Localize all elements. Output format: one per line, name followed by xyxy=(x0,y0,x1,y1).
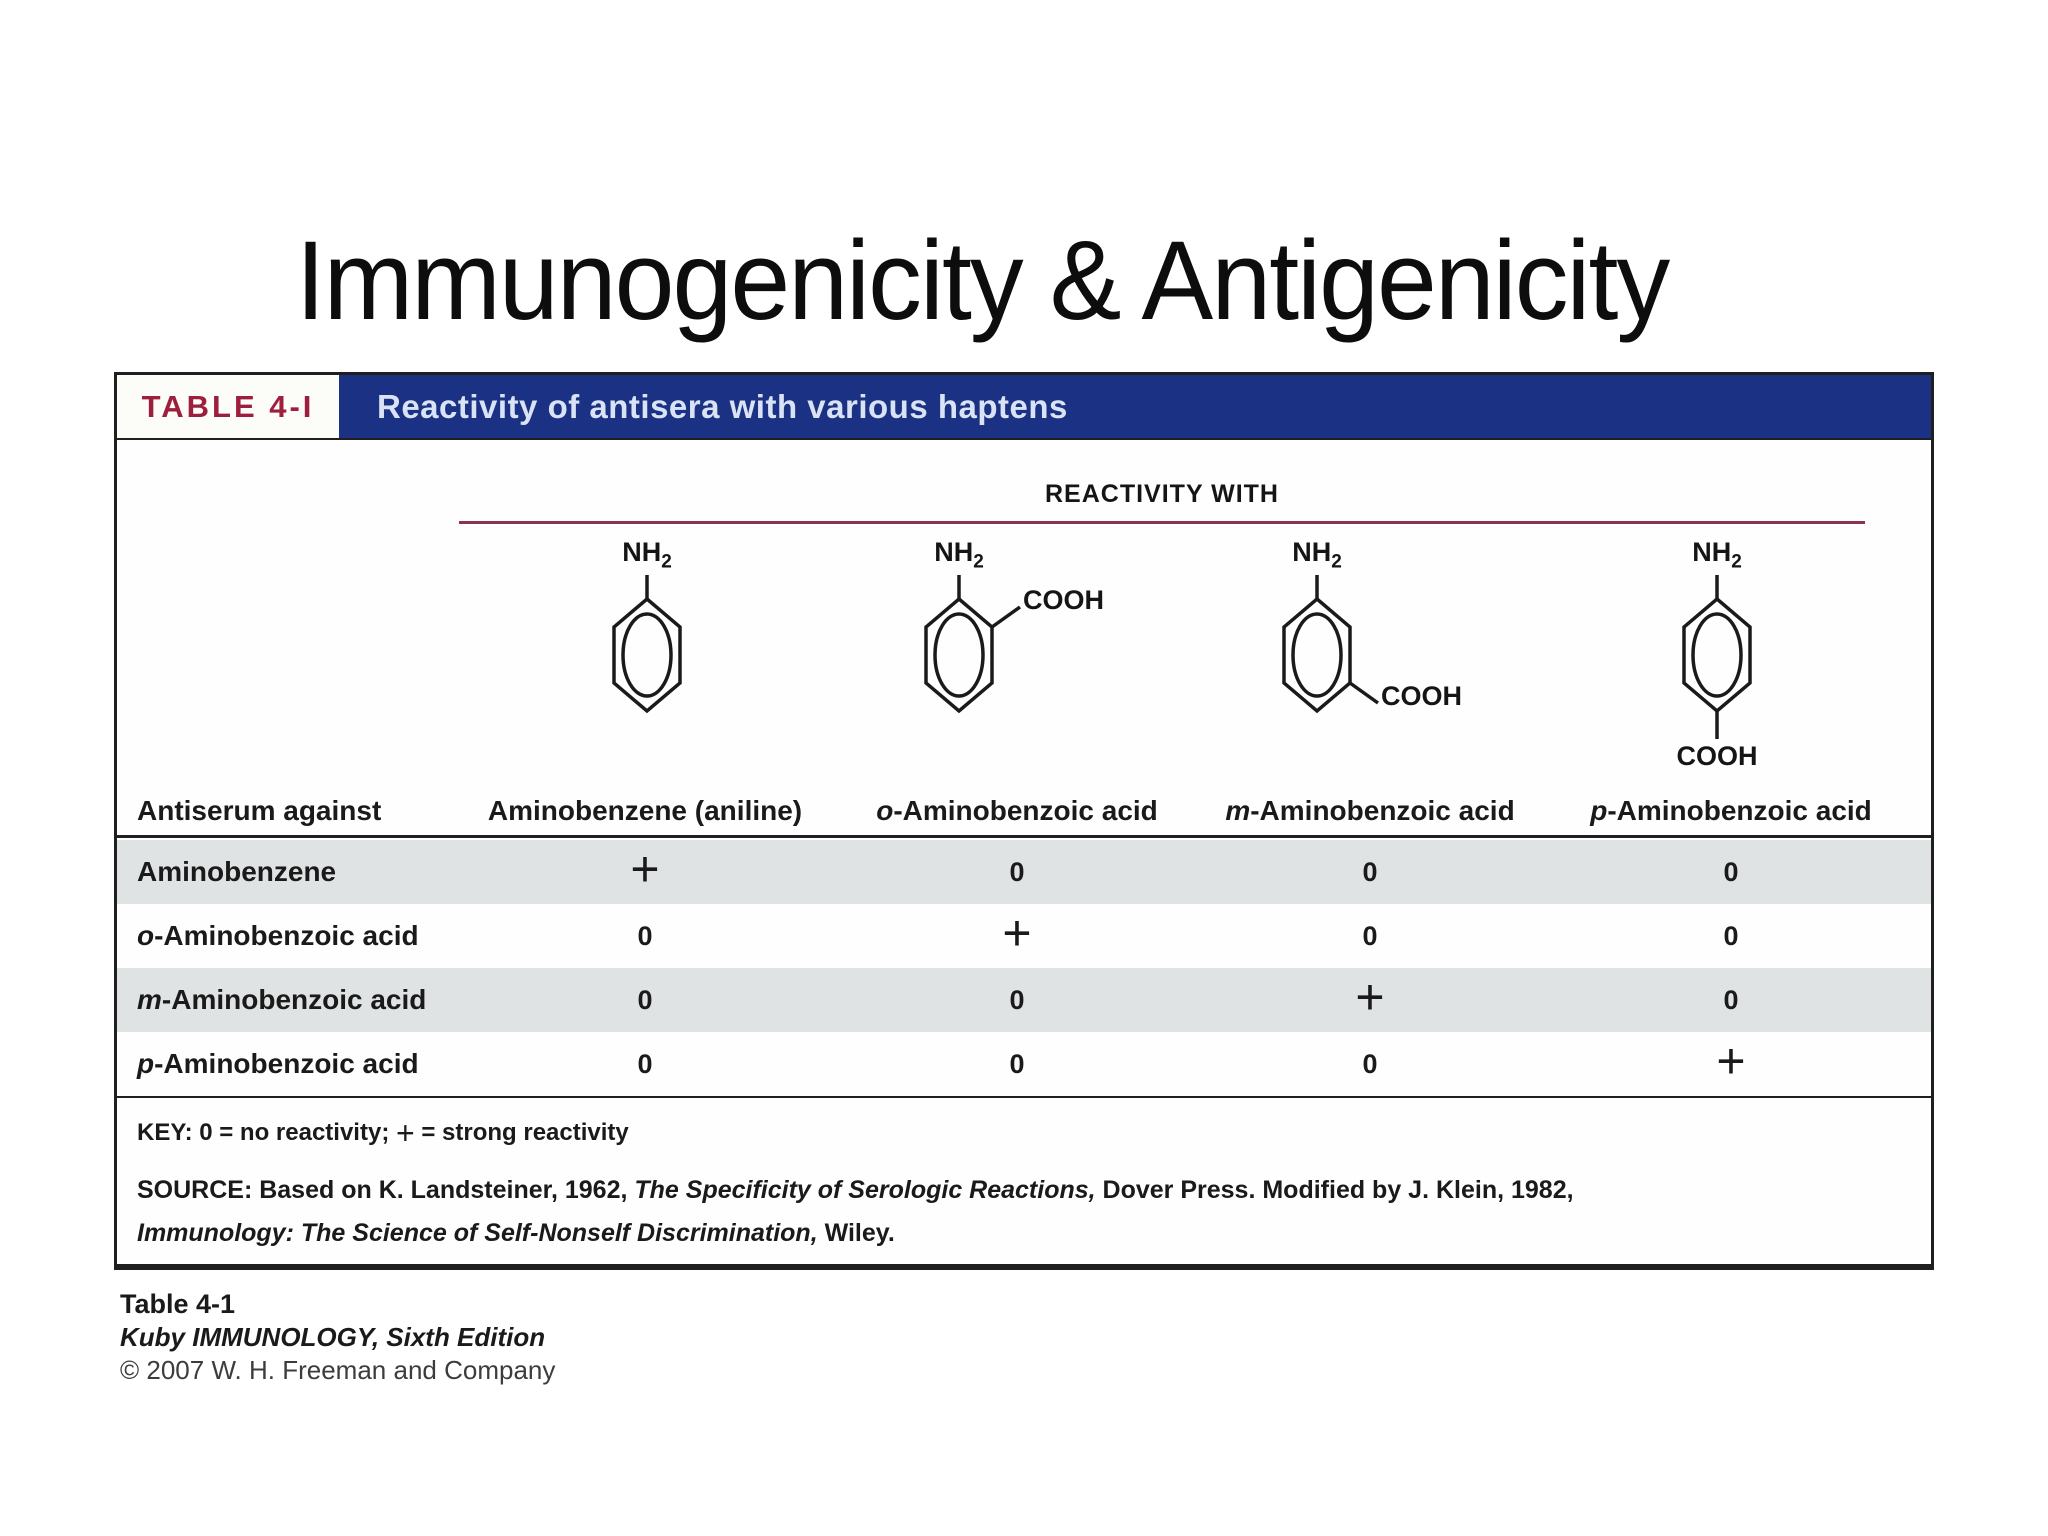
benzene-ring-drawing xyxy=(1282,575,1380,714)
structure-o-aminobenzoic-acid: NH2 COOH xyxy=(839,535,1104,793)
antiserum-label: m-Aminobenzoic acid xyxy=(137,968,426,1032)
nh-text: NH xyxy=(1692,537,1732,567)
reactivity-value: 0 xyxy=(1362,857,1378,887)
antiserum-prefix: o xyxy=(137,920,155,951)
antiserum-prefix: m xyxy=(137,984,162,1015)
figure-caption: Table 4-1 Kuby IMMUNOLOGY, Sixth Edition… xyxy=(120,1288,555,1387)
column-header-text: -Aminobenzoic acid xyxy=(1250,795,1515,826)
table-source-line-2: Immunology: The Science of Self-Nonself … xyxy=(137,1219,895,1248)
table-4-1: TABLE 4-I Reactivity of antisera with va… xyxy=(114,372,1934,1270)
reactivity-value: + xyxy=(1716,1033,1746,1089)
nh-text: NH xyxy=(934,537,974,567)
cooh-label: COOH xyxy=(1676,741,1758,771)
antiserum-prefix: p xyxy=(137,1048,155,1079)
column-header-text: -Aminobenzoic acid xyxy=(893,795,1158,826)
hapten-structures-row: NH2 NH2 COOH NH2 xyxy=(117,535,1931,793)
nh-text: NH xyxy=(1292,537,1332,567)
nh-subscript: 2 xyxy=(973,551,984,573)
source-book-title: Immunology: The Science of Self-Nonself … xyxy=(137,1219,818,1247)
benzene-ring-drawing xyxy=(924,575,1022,714)
reactivity-value: 0 xyxy=(1362,921,1378,951)
cooh-label: COOH xyxy=(1023,585,1104,615)
source-book-title: The Specificity of Serologic Reactions, xyxy=(634,1176,1096,1204)
column-header-prefix: m xyxy=(1225,795,1251,826)
column-header-row: Antiserum against Aminobenzene (aniline)… xyxy=(117,787,1931,835)
nh-subscript: 2 xyxy=(661,551,672,573)
reactivity-value: 0 xyxy=(1009,857,1025,887)
source-text: SOURCE: Based on K. Landsteiner, 1962, xyxy=(137,1176,635,1204)
column-header-prefix: o xyxy=(876,795,894,826)
reactivity-value: 0 xyxy=(637,921,653,951)
row-header-label: Antiserum against xyxy=(137,795,382,826)
antiserum-text: -Aminobenzoic acid xyxy=(154,920,419,951)
nh2-label: NH2 xyxy=(1597,537,1837,573)
caption-copyright: © 2007 W. H. Freeman and Company xyxy=(120,1355,556,1385)
table-header-bar: TABLE 4-I Reactivity of antisera with va… xyxy=(117,375,1931,440)
nh-text: NH xyxy=(622,537,662,567)
column-header-prefix: p xyxy=(1590,795,1608,826)
reactivity-value: + xyxy=(630,841,660,897)
caption-book-title: Kuby IMMUNOLOGY, Sixth Edition xyxy=(120,1322,546,1352)
column-header-m-aminobenzoic: m-Aminobenzoic acid xyxy=(1160,787,1580,835)
nh-subscript: 2 xyxy=(1731,551,1742,573)
cooh-label: COOH xyxy=(1381,681,1462,711)
key-text: = strong reactivity xyxy=(414,1119,629,1146)
table-row: m-Aminobenzoic acid 0 0 + 0 xyxy=(117,968,1931,1032)
column-header-p-aminobenzoic: p-Aminobenzoic acid xyxy=(1521,787,1941,835)
reactivity-value: 0 xyxy=(1723,921,1739,951)
table-row: Aminobenzene + 0 0 0 xyxy=(117,840,1931,904)
column-header-o-aminobenzoic: o-Aminobenzoic acid xyxy=(807,787,1227,835)
table-header-title: Reactivity of antisera with various hapt… xyxy=(377,388,1068,425)
source-text: Wiley. xyxy=(817,1219,895,1247)
benzene-ring-drawing xyxy=(612,575,682,714)
table-tag-label: TABLE 4-I xyxy=(141,388,315,424)
slide-title: Immunogenicity & Antigenicity xyxy=(295,218,1671,344)
source-text: Dover Press. Modified by J. Klein, 1982, xyxy=(1095,1176,1574,1204)
column-header-text: Aminobenzene (aniline) xyxy=(487,795,803,826)
reactivity-with-label: REACTIVITY WITH xyxy=(1045,480,1279,508)
table-source-line-1: SOURCE: Based on K. Landsteiner, 1962, T… xyxy=(137,1176,1574,1205)
antiserum-text: -Aminobenzoic acid xyxy=(154,1048,419,1079)
nh-subscript: 2 xyxy=(1331,551,1342,573)
reactivity-value: 0 xyxy=(637,1049,653,1079)
antiserum-label: p-Aminobenzoic acid xyxy=(137,1032,419,1096)
caption-table-number: Table 4-1 xyxy=(120,1289,236,1319)
column-header-text: -Aminobenzoic acid xyxy=(1607,795,1872,826)
structure-aminobenzene: NH2 xyxy=(527,535,767,793)
rows-bottom-line xyxy=(117,1096,1931,1098)
reactivity-value: 0 xyxy=(1009,985,1025,1015)
nh2-label: NH2 xyxy=(527,537,767,573)
antiserum-text: Aminobenzene xyxy=(137,856,337,887)
structure-m-aminobenzoic-acid: NH2 COOH xyxy=(1197,535,1462,793)
table-row: o-Aminobenzoic acid 0 + 0 0 xyxy=(117,904,1931,968)
reactivity-underline xyxy=(459,521,1865,524)
column-header-aminobenzene: Aminobenzene (aniline) xyxy=(435,787,855,835)
reactivity-value: 0 xyxy=(637,985,653,1015)
antiserum-label: Aminobenzene xyxy=(137,840,336,904)
antiserum-label: o-Aminobenzoic acid xyxy=(137,904,419,968)
header-divider-line xyxy=(117,835,1931,838)
table-tag-box: TABLE 4-I xyxy=(117,375,339,438)
table-row: p-Aminobenzoic acid 0 0 0 + xyxy=(117,1032,1931,1096)
reactivity-value: 0 xyxy=(1723,857,1739,887)
key-text: KEY: 0 = no reactivity; xyxy=(137,1119,396,1146)
structure-p-aminobenzoic-acid: NH2 COOH xyxy=(1597,535,1837,793)
reactivity-value: + xyxy=(1355,969,1385,1025)
key-plus-symbol: + xyxy=(395,1115,415,1151)
nh2-label: NH2 xyxy=(1197,537,1437,573)
nh2-label: NH2 xyxy=(839,537,1079,573)
reactivity-value: 0 xyxy=(1723,985,1739,1015)
antiserum-text: -Aminobenzoic acid xyxy=(161,984,427,1015)
reactivity-value: + xyxy=(1002,905,1032,961)
reactivity-value: 0 xyxy=(1362,1049,1378,1079)
reactivity-value: 0 xyxy=(1009,1049,1025,1079)
benzene-ring-drawing xyxy=(1682,575,1752,739)
table-key: KEY: 0 = no reactivity; + = strong react… xyxy=(137,1117,629,1149)
